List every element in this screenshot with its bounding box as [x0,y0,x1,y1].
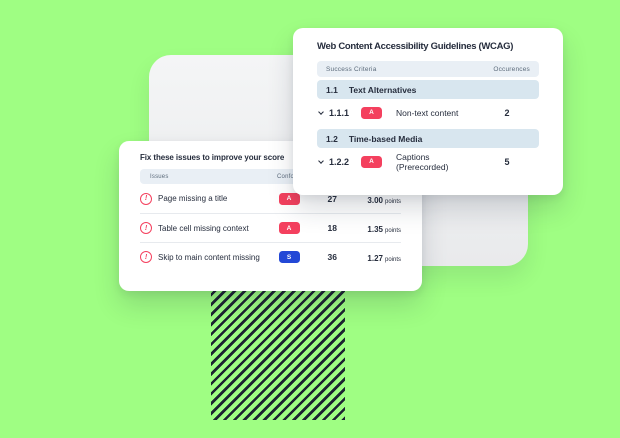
criterion-number: 1.2.2 [329,156,350,167]
column-header-issues: Issues [150,173,169,180]
conformance-badge: S [278,251,300,263]
issue-label: Skip to main content missing [158,252,260,262]
issue-label: Table cell missing context [158,223,249,233]
error-icon: ! [140,222,152,234]
issues-card-title: Fix these issues to improve your score [140,153,285,162]
chevron-down-icon[interactable] [318,157,329,164]
diagonal-stripes-decoration [211,287,345,420]
section-label: Time-based Media [348,133,423,144]
criterion-label: Captions (Prerecorded) [396,151,449,172]
issue-points: 1.35 points [367,225,401,234]
issue-count: 18 [327,223,337,233]
error-icon: ! [140,192,152,205]
wcag-section-row: 1.2 Time-based Media [317,129,539,148]
error-icon: ! [140,251,152,263]
issue-count: 27 [327,193,337,204]
criterion-count: 5 [504,156,510,167]
criterion-number: 1.1.1 [329,107,350,118]
conformance-badge: A [361,106,382,119]
section-number: 1.1 [326,84,338,95]
issue-row[interactable]: ! Skip to main content missing S 36 1.27… [140,242,401,271]
section-number: 1.2 [326,133,338,144]
wcag-card: Web Content Accessibility Guidelines (WC… [293,28,563,195]
conformance-badge: A [361,155,382,168]
issue-label: Page missing a title [158,194,228,203]
conformance-badge: A [278,222,300,234]
issue-count: 36 [327,252,337,262]
conformance-badge: A [278,192,300,205]
wcag-card-title: Web Content Accessibility Guidelines (WC… [317,41,514,52]
criterion-count: 2 [504,107,510,118]
issue-row[interactable]: ! Page missing a title A 27 3.00 points [140,184,401,213]
section-label: Text Alternatives [348,84,417,95]
chevron-down-icon[interactable] [318,108,329,115]
criterion-label: Non-text content [396,107,459,118]
wcag-criterion-row[interactable]: 1.2.2 A Captions (Prerecorded) 5 [317,148,539,175]
column-header-success-criteria: Success Criteria [326,65,377,73]
issue-row[interactable]: ! Table cell missing context A 18 1.35 po… [140,213,401,242]
wcag-criterion-row[interactable]: 1.1.1 A Non-text content 2 [317,99,539,126]
issue-points: 1.27 points [367,254,401,263]
column-header-occurrences: Occurences [493,65,530,73]
wcag-section-row: 1.1 Text Alternatives [317,80,539,99]
issue-points: 3.00 points [367,195,401,205]
wcag-table-header: Success Criteria Occurences [317,61,539,77]
